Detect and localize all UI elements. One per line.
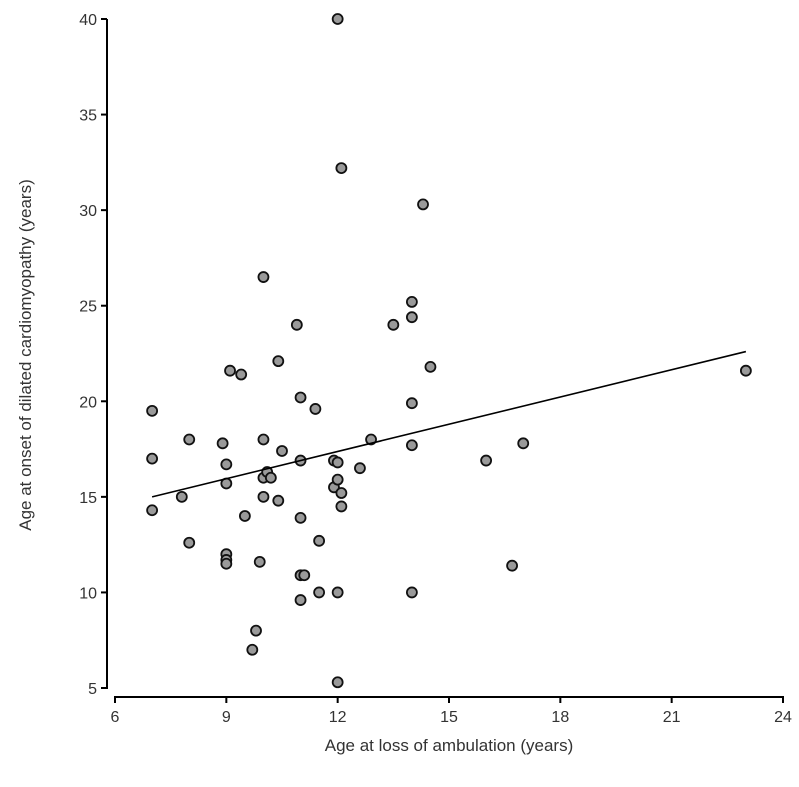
- data-point: [272, 494, 285, 507]
- y-tick-label: 20: [79, 394, 97, 411]
- data-point: [331, 473, 344, 486]
- data-point: [294, 594, 307, 606]
- y-tick-label: 10: [79, 585, 97, 602]
- data-point: [235, 368, 248, 381]
- data-point: [313, 534, 326, 547]
- data-point: [739, 364, 752, 377]
- data-point: [331, 586, 344, 599]
- data-point: [335, 162, 348, 174]
- data-point: [405, 586, 418, 599]
- x-tick-label: 15: [440, 709, 458, 726]
- data-point: [146, 452, 159, 465]
- data-point: [272, 355, 285, 368]
- data-point: [290, 318, 303, 331]
- x-axis-title: Age at loss of ambulation (years): [325, 736, 574, 755]
- x-tick-label: 6: [111, 709, 120, 726]
- data-point: [146, 504, 159, 517]
- data-point: [246, 643, 259, 656]
- data-point: [298, 569, 311, 582]
- data-point: [257, 433, 270, 446]
- data-point: [331, 13, 344, 25]
- y-tick-label: 30: [79, 203, 97, 220]
- data-point: [238, 510, 251, 522]
- y-tick-label: 5: [88, 681, 97, 698]
- data-point: [517, 437, 530, 450]
- y-tick-label: 25: [79, 299, 97, 316]
- data-point: [257, 490, 270, 503]
- data-point: [264, 471, 277, 484]
- data-point: [216, 437, 229, 450]
- data-point: [294, 511, 307, 524]
- data-point: [506, 559, 518, 572]
- x-tick-label: 18: [551, 709, 569, 726]
- x-tick-label: 9: [222, 709, 231, 726]
- axes: 5 10 15 20 25 30 35 40 6 9 12 15 18 21 24: [79, 12, 792, 726]
- data-point: [224, 364, 236, 377]
- x-tick-label: 24: [774, 709, 792, 726]
- data-point: [405, 439, 418, 452]
- y-tick-label: 15: [79, 490, 97, 507]
- data-point: [313, 586, 326, 599]
- x-tick-label: 21: [663, 709, 681, 726]
- data-point: [276, 445, 288, 457]
- data-point: [257, 271, 270, 283]
- data-point: [220, 557, 233, 570]
- data-point: [331, 676, 344, 689]
- data-point: [335, 487, 348, 499]
- data-point: [331, 456, 344, 469]
- data-point: [183, 433, 196, 446]
- y-tick-label: 40: [79, 12, 97, 29]
- data-point: [175, 490, 188, 503]
- data-point: [417, 198, 429, 211]
- data-point: [405, 295, 418, 308]
- x-ticks: 6 9 12 15 18 21 24: [111, 697, 792, 726]
- data-point: [405, 311, 418, 324]
- data-point: [294, 391, 307, 404]
- data-point: [405, 397, 418, 410]
- data-point: [220, 458, 233, 471]
- data-point: [250, 624, 262, 637]
- data-point: [480, 454, 493, 467]
- data-point: [309, 403, 322, 415]
- data-points: [146, 13, 752, 689]
- data-point: [354, 462, 366, 475]
- x-tick-label: 12: [329, 709, 347, 726]
- data-point: [424, 360, 437, 373]
- data-point: [335, 500, 348, 513]
- y-tick-label: 35: [79, 108, 97, 125]
- y-axis-title: Age at onset of dilated cardiomyopathy (…: [16, 179, 35, 531]
- y-ticks: 5 10 15 20 25 30 35 40: [79, 12, 107, 698]
- data-point: [146, 404, 159, 417]
- data-point: [183, 536, 196, 549]
- trend-line: [151, 350, 747, 498]
- data-point: [387, 318, 400, 331]
- data-point: [253, 555, 266, 568]
